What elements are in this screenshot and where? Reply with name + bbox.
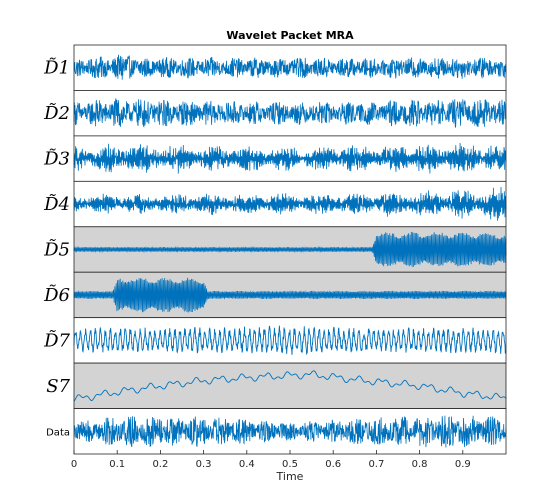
- x-axis-ticks: 0 0.1 0.2 0.3 0.4 0.5 0.6 0.7 0.8 0.9: [71, 450, 471, 470]
- series-line: [73, 231, 507, 268]
- series-line: [73, 54, 507, 80]
- x-tick-label: 0.7: [368, 459, 384, 470]
- x-tick-label: 0.6: [325, 459, 341, 470]
- panel-4: D̃4: [43, 180, 507, 228]
- panel-3: D̃3: [43, 135, 507, 182]
- panel-8: S7: [46, 362, 507, 409]
- x-tick-label: 0.3: [196, 459, 212, 470]
- series-line: [73, 415, 507, 448]
- x-axis-label: Time: [276, 470, 304, 483]
- panel-label: D̃3: [43, 147, 70, 169]
- x-tick-label: 0.2: [152, 459, 168, 470]
- panel-background: [74, 363, 506, 409]
- panel-9: Data: [46, 408, 507, 455]
- x-tick-label: 0.4: [239, 459, 255, 470]
- panels: D̃1 D̃2 D̃3 D̃4 D̃5 D̃6 D̃7 S7 Data: [43, 44, 507, 455]
- series-line: [73, 277, 507, 313]
- series-line: [73, 370, 507, 402]
- panel-label: S7: [46, 376, 70, 397]
- panel-label: D̃5: [43, 238, 70, 260]
- series-line: [73, 325, 507, 355]
- panel-label: D̃4: [43, 193, 70, 215]
- panel-label: D̃7: [43, 329, 70, 351]
- x-tick-label: 0.8: [412, 459, 428, 470]
- series-line: [73, 98, 507, 128]
- panel-7: D̃7: [43, 317, 507, 364]
- panel-1: D̃1: [43, 44, 507, 91]
- x-tick-label: 0.5: [282, 459, 298, 470]
- series-line: [73, 186, 507, 221]
- panel-label: Data: [46, 427, 70, 438]
- x-tick-label: 0: [71, 459, 77, 470]
- series-line: [73, 142, 507, 174]
- panel-label: D̃1: [43, 56, 70, 78]
- chart-title: Wavelet Packet MRA: [226, 29, 354, 42]
- x-tick-label: 0.9: [455, 459, 471, 470]
- panel-2: D̃2: [43, 90, 507, 137]
- panel-6: D̃6: [43, 271, 507, 319]
- x-tick-label: 0.1: [109, 459, 125, 470]
- panel-label: D̃6: [43, 284, 70, 306]
- panel-5: D̃5: [43, 226, 507, 273]
- panel-label: D̃2: [43, 102, 70, 124]
